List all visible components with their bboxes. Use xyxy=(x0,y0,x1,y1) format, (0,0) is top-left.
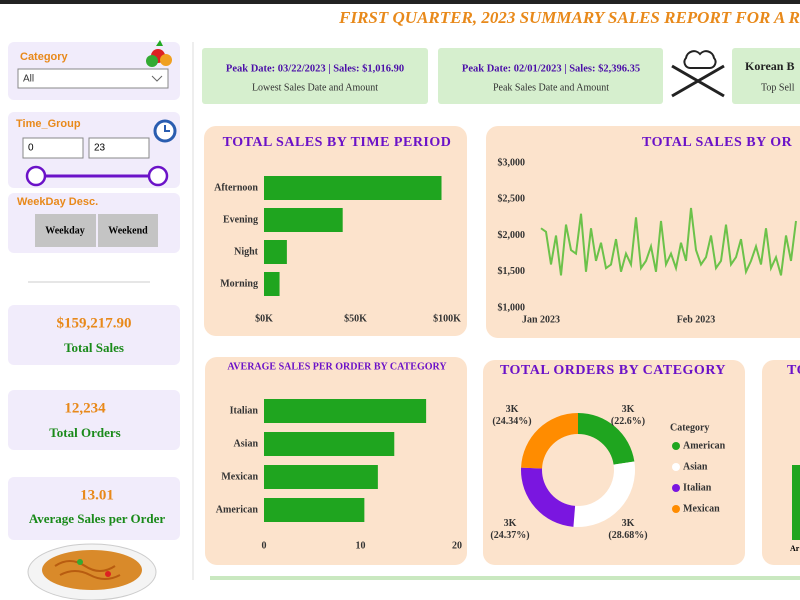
dropdown[interactable] xyxy=(17,68,169,89)
x-tick-label: 20 xyxy=(452,540,462,551)
button[interactable] xyxy=(35,214,96,247)
data-label: 3K (22.6%) xyxy=(611,404,645,427)
axis-label: Ar xyxy=(790,544,800,553)
donut-slice xyxy=(578,413,635,465)
card xyxy=(202,48,428,104)
y-tick-label: $3,000 xyxy=(498,157,526,168)
kpi-value: 13.01 xyxy=(80,487,114,503)
y-tick-label: Morning xyxy=(220,278,258,289)
top-bar xyxy=(0,0,800,4)
card-value: Peak Date: 03/22/2023 | Sales: $1,016.90 xyxy=(226,63,404,74)
chart-panel xyxy=(486,126,800,338)
card-label: Peak Sales Date and Amount xyxy=(493,82,609,93)
noodle-image xyxy=(27,543,157,600)
range-max: 23 xyxy=(94,143,106,154)
legend-entry: Italian xyxy=(683,482,712,493)
donut-slice xyxy=(521,467,576,527)
legend-swatch xyxy=(672,484,680,492)
kpi-value: $159,217.90 xyxy=(57,315,132,331)
kpi-label: Total Orders xyxy=(49,425,120,440)
button-label: Weekend xyxy=(108,225,148,236)
filter-label: Category xyxy=(20,51,69,63)
bar xyxy=(792,465,800,540)
y-tick-label: Afternoon xyxy=(214,182,258,193)
dropdown-arrow xyxy=(151,75,163,82)
y-tick-label: Asian xyxy=(234,438,259,449)
x-tick-label: 0 xyxy=(262,540,267,551)
x-tick-label: $0K xyxy=(255,313,273,324)
button-label: Weekday xyxy=(45,225,84,236)
legend-entry: Asian xyxy=(683,461,708,472)
kpi-value: 12,234 xyxy=(64,400,106,416)
y-tick-label: Evening xyxy=(223,214,258,225)
title: FIRST QUARTER, 2023 SUMMARY SALES REPORT… xyxy=(338,8,800,27)
card-label: Top Sell xyxy=(761,82,795,93)
card xyxy=(732,48,800,104)
x-tick-label: Jan 2023 xyxy=(522,314,560,325)
y-tick-label: $2,000 xyxy=(498,230,526,241)
kpi-panel xyxy=(8,390,180,450)
y-tick-label: Italian xyxy=(230,405,259,416)
y-tick-label: $1,500 xyxy=(498,266,526,277)
button[interactable] xyxy=(98,214,158,247)
filter-label: Time_Group xyxy=(16,118,81,130)
y-tick-label: $2,500 xyxy=(498,194,526,205)
clock-icon xyxy=(153,119,177,143)
card-value: Peak Date: 02/01/2023 | Sales: $2,396.35 xyxy=(462,63,640,74)
bar xyxy=(264,272,280,296)
y-tick-label: American xyxy=(216,504,259,515)
legend-entry: Mexican xyxy=(683,503,720,514)
range-input[interactable] xyxy=(88,137,150,159)
chart-title: TOTAL SALES BY TIME PERIOD xyxy=(223,135,452,150)
bar xyxy=(264,176,442,200)
kpi-label: Average Sales per Order xyxy=(29,511,166,526)
legend-title: Category xyxy=(670,422,709,433)
data-label: 3K (28.68%) xyxy=(608,518,647,541)
legend-entry: American xyxy=(683,440,726,451)
chart-panel xyxy=(762,360,800,565)
slider-handle[interactable] xyxy=(25,165,47,187)
chart-title: TO xyxy=(787,363,800,378)
bar xyxy=(264,399,427,423)
range-min: 0 xyxy=(28,143,34,154)
vegetable-icon xyxy=(146,40,172,67)
bar xyxy=(264,240,287,264)
chart-panel xyxy=(205,357,467,565)
chart-title: TOTAL ORDERS BY CATEGORY xyxy=(500,363,726,378)
x-tick-label: $100K xyxy=(433,313,461,324)
kpi-label: Total Sales xyxy=(64,340,124,355)
data-label: 3K (24.37%) xyxy=(490,518,529,541)
card xyxy=(438,48,663,104)
card-value: Korean B xyxy=(745,59,794,73)
legend-swatch xyxy=(672,505,680,513)
bar xyxy=(264,432,395,456)
kpi-panel xyxy=(8,477,180,540)
bar xyxy=(264,498,365,522)
y-tick-label: $1,000 xyxy=(498,302,526,313)
y-tick-label: Mexican xyxy=(221,471,258,482)
card-label: Lowest Sales Date and Amount xyxy=(252,82,378,93)
donut-slice xyxy=(573,461,635,527)
line xyxy=(540,207,797,276)
chef-icon xyxy=(671,50,725,98)
legend-swatch xyxy=(672,463,680,471)
kpi-panel xyxy=(8,305,180,365)
filter-label: WeekDay Desc. xyxy=(17,196,98,208)
x-tick-label: 10 xyxy=(356,540,366,551)
data-label: 3K (24.34%) xyxy=(492,404,531,427)
dropdown-value: All xyxy=(23,74,34,85)
slider-handle[interactable] xyxy=(147,165,169,187)
chart-title: AVERAGE SALES PER ORDER BY CATEGORY xyxy=(227,361,447,372)
y-tick-label: Night xyxy=(234,246,259,257)
bar xyxy=(264,208,343,232)
chart-title: TOTAL SALES BY OR xyxy=(642,135,793,150)
range-input[interactable] xyxy=(22,137,84,159)
legend-swatch xyxy=(672,442,680,450)
x-tick-label: Feb 2023 xyxy=(677,314,716,325)
x-tick-label: $50K xyxy=(344,313,367,324)
donut-slice xyxy=(521,413,578,469)
bar xyxy=(264,465,378,489)
